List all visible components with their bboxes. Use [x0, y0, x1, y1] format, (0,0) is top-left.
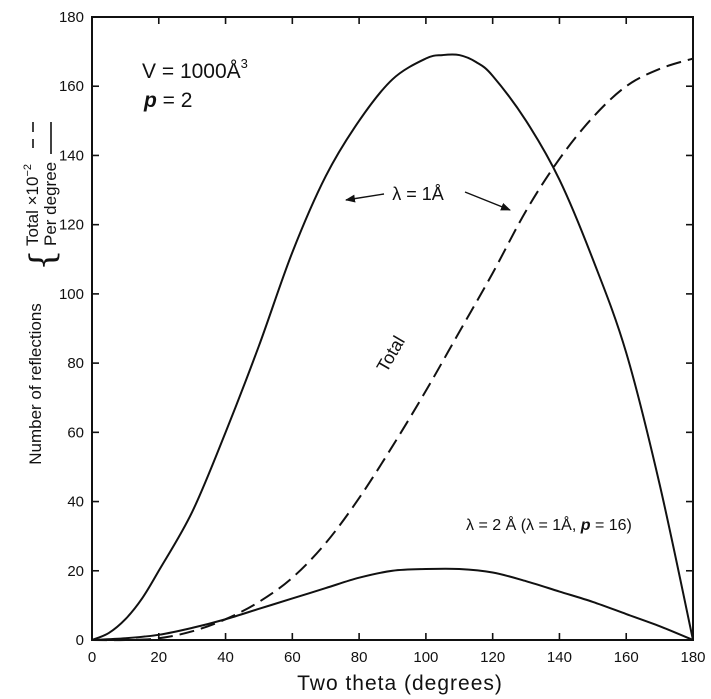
y-tick-label: 20	[67, 563, 84, 580]
y-tick-label: 80	[67, 355, 84, 372]
y-tick-label: 60	[67, 424, 84, 441]
x-tick-label: 100	[413, 649, 438, 666]
x-tick-label: 40	[217, 649, 234, 666]
y-tick-label: 160	[59, 78, 84, 95]
x-tick-label: 60	[284, 649, 301, 666]
annotation-lambda-1: λ = 1Å	[392, 184, 444, 204]
x-tick-label: 20	[150, 649, 167, 666]
series-per-degree-lambda-1	[91, 53, 694, 641]
annotation-p: p = 2	[143, 89, 192, 112]
y-tick-label: 120	[59, 217, 84, 234]
axes	[91, 16, 694, 641]
y-tick-label: 100	[59, 286, 84, 303]
x-tick-label: 160	[614, 649, 639, 666]
x-tick-label: 180	[680, 649, 705, 666]
y-axis-brace: {	[23, 249, 63, 271]
x-axis-title: Two theta (degrees)	[297, 672, 503, 695]
x-tick-label: 120	[480, 649, 505, 666]
y-tick-label: 180	[59, 9, 84, 26]
plot-frame	[91, 16, 694, 641]
annotation-lambda-2: λ = 2 Å (λ = 1Å, p = 16)	[466, 515, 632, 534]
annotation-volume: V = 1000Å3	[142, 56, 248, 83]
x-tick-label: 0	[88, 649, 96, 666]
y-tick-label: 0	[76, 632, 84, 649]
y-axis-main-label: Number of reflections	[26, 303, 45, 465]
ticks: 0 20 40 60 80 100 120 140 160 180 0 20 40 60 80 100 120 1…	[59, 9, 706, 666]
y-tick-label: 40	[67, 494, 84, 511]
y-axis-per-label: Per degree	[41, 162, 60, 246]
annotation-arrow-right	[464, 191, 511, 211]
x-tick-label: 80	[351, 649, 368, 666]
x-tick-label: 140	[547, 649, 572, 666]
series-per-degree-lambda-2	[91, 567, 694, 641]
annotation-total: Total	[373, 333, 409, 376]
series-total-lambda-1	[91, 57, 694, 642]
series-layer	[91, 53, 694, 642]
y-axis-title: Number of reflections { Total ×10−2 Per …	[22, 122, 63, 465]
annotation-arrow-left	[345, 193, 385, 203]
y-axis-total-label: Total ×10−2	[22, 164, 42, 246]
y-tick-label: 140	[59, 147, 84, 164]
